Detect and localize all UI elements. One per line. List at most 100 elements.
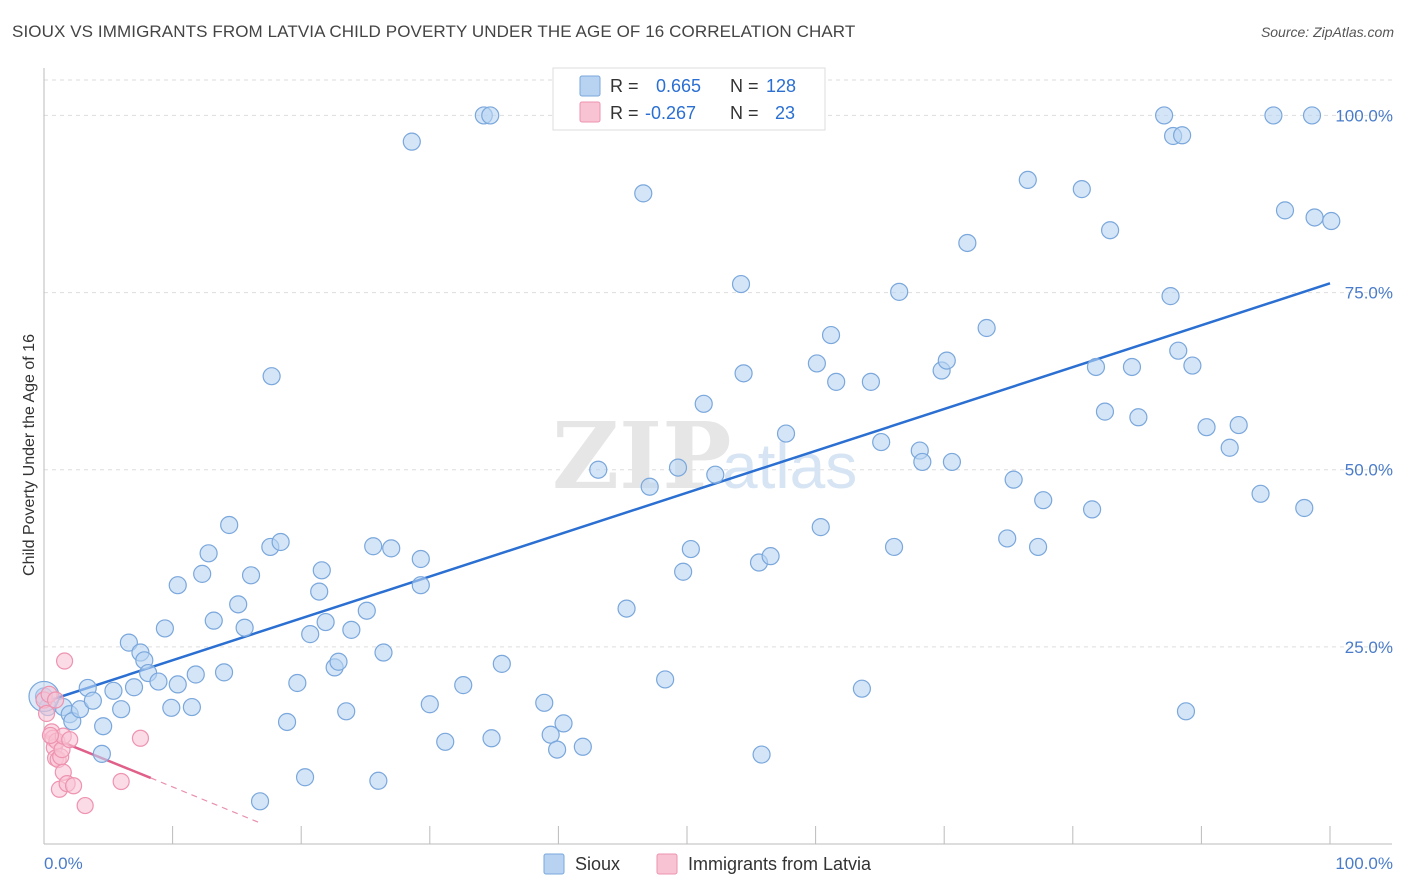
sioux-point — [420, 695, 439, 714]
sioux-trend-line — [43, 282, 1331, 704]
sioux-point — [634, 184, 653, 203]
sioux-point — [149, 672, 168, 691]
sioux-point — [199, 544, 218, 563]
sioux-point — [214, 663, 234, 682]
x-tick-label-min: 0.0% — [44, 854, 83, 873]
sioux-point — [1161, 287, 1180, 306]
sioux-point — [640, 477, 659, 496]
sioux-point — [890, 282, 909, 301]
sioux-point — [481, 106, 500, 125]
sioux-point — [288, 673, 307, 693]
sioux-point — [411, 549, 430, 569]
sioux-point — [1295, 498, 1314, 518]
x-tick-label-max: 100.0% — [1335, 854, 1393, 873]
sioux-point — [1018, 170, 1037, 190]
latvia-n-value: 23 — [775, 103, 795, 123]
watermark-zip: ZIP — [552, 402, 731, 510]
sioux-point — [411, 576, 430, 595]
sioux-point — [186, 665, 205, 684]
stats-legend: R = 0.665 N = 128 R = -0.267 N = 23 — [552, 67, 826, 131]
sioux-point — [589, 460, 608, 479]
axis-layer: 25.0% 50.0% 75.0% 100.0% 0.0% 100.0% — [43, 68, 1393, 873]
sioux-point — [1082, 500, 1102, 519]
sioux-point — [1086, 357, 1106, 377]
sioux-point — [554, 714, 573, 733]
sioux-point — [872, 432, 891, 452]
sioux-point — [235, 618, 254, 637]
sioux-point — [1275, 201, 1295, 220]
sioux-point — [329, 652, 348, 671]
sioux-point — [241, 566, 261, 585]
points-layer — [28, 106, 1341, 815]
sioux-point — [119, 633, 138, 652]
sioux-point — [761, 547, 780, 566]
sioux-point — [262, 367, 281, 386]
sioux-point — [1155, 106, 1174, 125]
sioux-point — [1251, 484, 1270, 503]
y-tick-label: 50.0% — [1345, 461, 1393, 480]
sioux-point — [124, 678, 144, 697]
latvia-point — [64, 777, 83, 795]
sioux-point — [977, 318, 996, 338]
sioux-point — [807, 354, 826, 373]
sioux-point — [706, 465, 725, 484]
sioux-r-value: 0.665 — [656, 76, 701, 96]
legend-swatch-sioux — [543, 853, 565, 875]
sioux-point — [913, 452, 932, 472]
latvia-point — [76, 796, 94, 815]
sioux-point — [674, 562, 693, 581]
sioux-point — [861, 372, 880, 391]
sioux-point — [357, 601, 376, 620]
source-label: Source: ZipAtlas.com — [1260, 24, 1394, 40]
sioux-point — [193, 564, 212, 583]
sioux-point — [374, 643, 393, 662]
sioux-point — [1264, 106, 1283, 125]
latvia-point — [46, 691, 65, 709]
sioux-point — [1100, 221, 1120, 240]
sioux-point — [369, 771, 388, 790]
sioux-point — [162, 698, 181, 717]
sioux-point — [1302, 106, 1322, 125]
sioux-point — [998, 529, 1017, 548]
sioux-point — [1305, 208, 1324, 227]
sioux-point — [310, 582, 329, 601]
sioux-point — [342, 620, 361, 639]
sioux-point — [1129, 408, 1148, 427]
series-legend: Sioux Immigrants from Latvia — [543, 853, 872, 875]
sioux-point — [656, 670, 675, 689]
sioux-point — [112, 700, 131, 719]
sioux-point — [937, 351, 956, 370]
sioux-point — [827, 372, 846, 391]
sioux-point — [382, 539, 401, 558]
legend-swatch-latvia — [656, 853, 678, 875]
sioux-point — [776, 424, 796, 443]
sioux-point — [617, 599, 636, 618]
sioux-point — [104, 681, 123, 700]
sioux-r-label: R = — [610, 76, 639, 96]
sioux-point — [492, 654, 511, 673]
latvia-n-label: N = — [730, 103, 759, 123]
latvia-point — [131, 729, 150, 747]
sioux-point — [1183, 356, 1202, 375]
sioux-point — [1122, 357, 1142, 377]
sioux-swatch — [579, 75, 601, 97]
watermark-atlas: atlas — [722, 430, 857, 502]
sioux-point — [731, 274, 751, 294]
sioux-point — [337, 702, 356, 721]
sioux-point — [402, 132, 421, 151]
sioux-point — [942, 452, 962, 472]
sioux-point — [548, 740, 567, 759]
sioux-point — [277, 712, 297, 732]
legend-label-latvia: Immigrants from Latvia — [688, 854, 872, 874]
sioux-point — [1322, 211, 1341, 231]
sioux-point — [668, 458, 688, 477]
latvia-trend-extension — [150, 777, 263, 825]
latvia-point — [61, 731, 79, 749]
sioux-point — [271, 532, 290, 552]
sioux-point — [312, 561, 331, 580]
sioux-point — [821, 325, 841, 345]
y-tick-label: 25.0% — [1345, 638, 1393, 657]
latvia-point — [112, 772, 130, 791]
sioux-point — [316, 612, 335, 632]
